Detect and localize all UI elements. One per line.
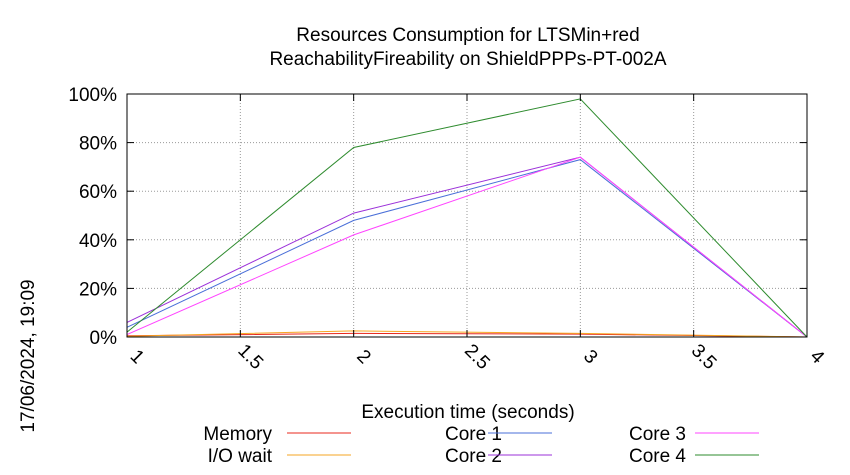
x-tick-label: 3.5 [687, 340, 721, 374]
y-tick-label: 0% [90, 328, 118, 349]
series-line-core-3 [126, 156, 808, 338]
legend-label-core-2: Core 2 [445, 446, 502, 467]
chart-title: Resources Consumption for LTSMin+red Rea… [269, 25, 666, 70]
legend-label-core-3: Core 3 [629, 424, 686, 445]
chart-title-line-2: ReachabilityFireability on ShieldPPPs-PT… [269, 49, 666, 70]
x-tick-label: 2.5 [460, 340, 494, 374]
axes: 0% 20% 40% 60% 80% 100% 1 1.5 2 2.5 3 3.5 4 [68, 85, 828, 374]
y-tick-label: 100% [68, 85, 117, 106]
x-tick-label: 3 [579, 346, 601, 368]
grid [127, 94, 807, 337]
y-tick-label: 40% [79, 231, 117, 252]
series-line-core-4 [126, 98, 808, 338]
legend-label-i-o-wait: I/O wait [208, 446, 273, 467]
x-axis-label: Execution time (seconds) [361, 402, 574, 423]
series-line-core-1 [126, 159, 808, 338]
timestamp-label: 17/06/2024, 19:09 [18, 279, 39, 432]
y-tick-label: 60% [79, 182, 117, 203]
x-tick-label: 2 [352, 346, 374, 368]
legend-label-memory: Memory [203, 424, 272, 445]
x-tick-label: 1.5 [233, 340, 267, 374]
y-tick-label: 80% [79, 134, 117, 155]
x-tick-label: 1 [126, 346, 148, 368]
y-tick-label: 20% [79, 279, 117, 300]
legend-label-core-1: Core 1 [445, 424, 502, 445]
legend-label-core-4: Core 4 [629, 446, 686, 467]
chart-title-line-1: Resources Consumption for LTSMin+red [296, 25, 639, 46]
x-tick-label: 4 [806, 346, 829, 369]
